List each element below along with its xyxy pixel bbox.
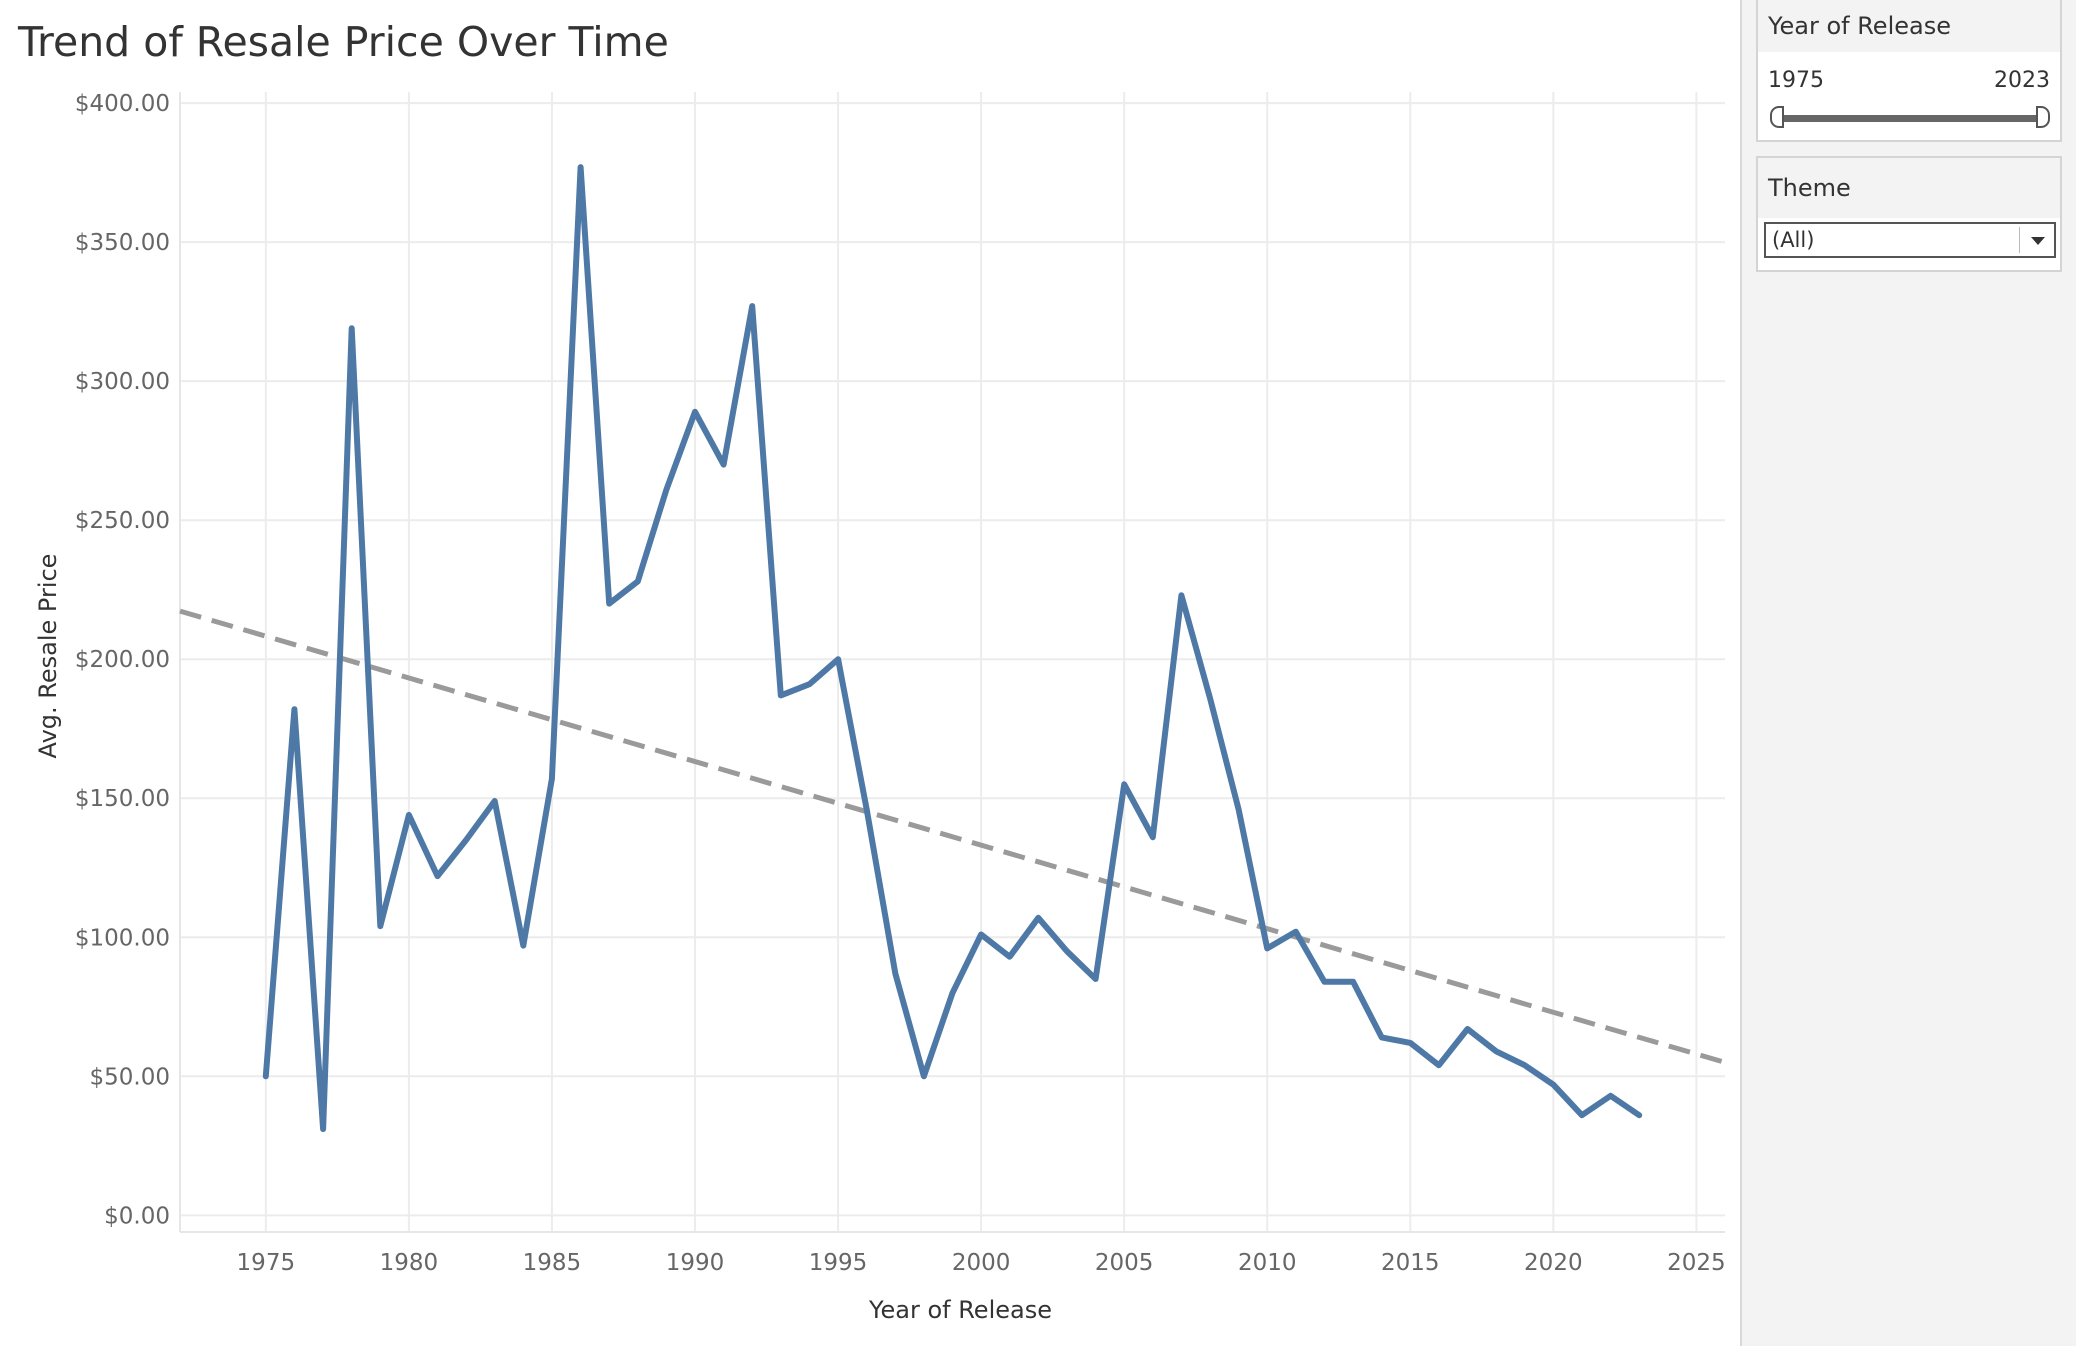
y-tick-label: $250.00	[75, 508, 170, 534]
x-tick-label: 1990	[666, 1250, 725, 1276]
data-point	[1093, 976, 1099, 982]
year-range-max-handle[interactable]	[2036, 106, 2050, 128]
dropdown-divider	[2019, 227, 2020, 253]
y-tick-label: $350.00	[75, 230, 170, 256]
data-point	[921, 1073, 927, 1079]
x-tick-label: 1975	[237, 1250, 296, 1276]
data-point	[606, 601, 612, 607]
data-point	[1264, 945, 1270, 951]
chevron-down-icon[interactable]	[2031, 237, 2045, 245]
data-point	[320, 1126, 326, 1132]
x-tick-label: 1980	[380, 1250, 439, 1276]
data-point	[1407, 1040, 1413, 1046]
y-tick-label: $400.00	[75, 91, 170, 117]
year-range-min: 1975	[1768, 68, 1824, 93]
filter-sidebar: Year of Release 1975 2023 Theme (All)	[1740, 0, 2076, 1346]
data-point	[1465, 1026, 1471, 1032]
year-range-min-handle[interactable]	[1770, 106, 1784, 128]
series-line	[262, 164, 1643, 1133]
data-point	[1207, 695, 1213, 701]
year-range-slider-track[interactable]	[1778, 115, 2044, 122]
x-tick-label: 2020	[1524, 1250, 1583, 1276]
theme-filter: Theme (All)	[1756, 156, 2062, 272]
data-point	[1293, 929, 1299, 935]
x-tick-label: 2000	[952, 1250, 1011, 1276]
x-axis-title: Year of Release	[868, 1296, 1052, 1324]
y-tick-label: $300.00	[75, 369, 170, 395]
data-point	[950, 990, 956, 996]
line-chart: $0.00 $50.00 $100.00 $150.00 $200.00 $250.00 $…	[34, 91, 1726, 1324]
data-point	[1579, 1112, 1585, 1118]
data-point	[549, 776, 555, 782]
trend-line	[179, 608, 1726, 1065]
data-point	[377, 923, 383, 929]
data-point	[864, 806, 870, 812]
data-point	[1379, 1034, 1385, 1040]
x-tick-label: 2025	[1667, 1250, 1726, 1276]
data-point	[1121, 781, 1127, 787]
data-point	[1007, 954, 1013, 960]
data-point	[1550, 1082, 1556, 1088]
x-tick-label: 2005	[1095, 1250, 1154, 1276]
data-point	[463, 837, 469, 843]
data-point	[1608, 1093, 1614, 1099]
data-point	[1636, 1112, 1642, 1118]
data-point	[1522, 1062, 1528, 1068]
data-point	[835, 656, 841, 662]
year-filter-title: Year of Release	[1758, 0, 2060, 52]
data-point	[1321, 979, 1327, 985]
year-of-release-filter: Year of Release 1975 2023	[1756, 0, 2062, 142]
y-tick-label: $100.00	[75, 925, 170, 951]
data-point	[349, 325, 355, 331]
data-point	[1064, 948, 1070, 954]
x-tick-label: 1995	[809, 1250, 868, 1276]
y-axis-title: Avg. Resale Price	[34, 554, 62, 759]
data-point	[291, 706, 297, 712]
data-point	[406, 812, 412, 818]
x-tick-label: 2015	[1381, 1250, 1440, 1276]
data-point	[692, 409, 698, 415]
year-range-max: 2023	[1994, 68, 2050, 93]
theme-filter-title: Theme	[1758, 158, 2060, 218]
y-tick-label: $0.00	[104, 1203, 170, 1229]
data-point	[1150, 834, 1156, 840]
x-tick-label: 2010	[1238, 1250, 1297, 1276]
data-point	[520, 943, 526, 949]
data-point	[1035, 915, 1041, 921]
data-point	[978, 931, 984, 937]
data-point	[806, 681, 812, 687]
chart-area: Trend of Resale Price Over Time $0.00 $50…	[18, 18, 1726, 1324]
y-tick-label: $50.00	[90, 1064, 170, 1090]
theme-dropdown[interactable]: (All)	[1764, 222, 2056, 258]
data-point	[635, 578, 641, 584]
data-point	[263, 1073, 269, 1079]
data-point	[1493, 1048, 1499, 1054]
data-point	[1436, 1062, 1442, 1068]
data-point	[1350, 979, 1356, 985]
data-point	[435, 873, 441, 879]
data-point	[492, 798, 498, 804]
data-point	[749, 303, 755, 309]
data-point	[892, 970, 898, 976]
data-point	[1178, 592, 1184, 598]
chart-title: Trend of Resale Price Over Time	[18, 18, 669, 66]
data-point	[778, 692, 784, 698]
theme-selected-value: (All)	[1772, 228, 1815, 252]
y-tick-label: $150.00	[75, 786, 170, 812]
data-point	[578, 164, 584, 170]
year-range-values: 1975 2023	[1758, 62, 2060, 102]
y-tick-label: $200.00	[75, 647, 170, 673]
x-tick-label: 1985	[523, 1250, 582, 1276]
data-point	[721, 462, 727, 468]
data-point	[663, 487, 669, 493]
data-point	[1236, 806, 1242, 812]
